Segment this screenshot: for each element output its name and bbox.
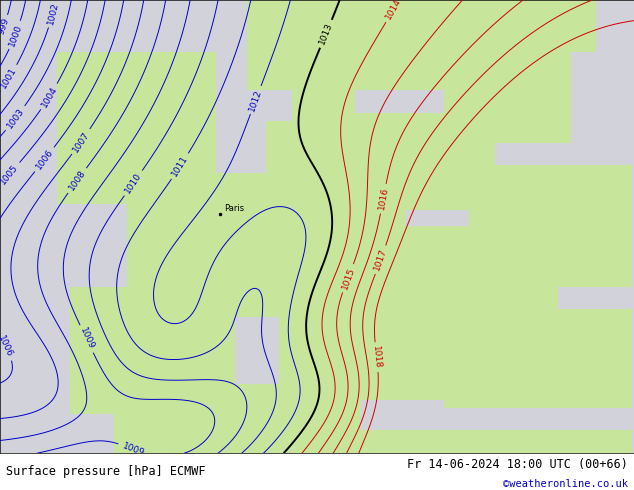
Text: 1008: 1008 <box>67 169 87 193</box>
Text: 1012: 1012 <box>248 88 264 112</box>
Text: 1003: 1003 <box>5 106 26 130</box>
Text: Surface pressure [hPa] ECMWF: Surface pressure [hPa] ECMWF <box>6 465 206 478</box>
Text: 1009: 1009 <box>121 441 146 458</box>
Text: 1016: 1016 <box>377 187 390 211</box>
Text: 1002: 1002 <box>46 1 60 25</box>
Text: Paris: Paris <box>224 204 244 213</box>
Text: 1013: 1013 <box>318 22 334 46</box>
Text: 1007: 1007 <box>71 129 91 154</box>
Text: 1005: 1005 <box>0 163 20 186</box>
Text: 1015: 1015 <box>340 266 356 291</box>
Text: 1006: 1006 <box>34 147 55 172</box>
Text: Fr 14-06-2024 18:00 UTC (00+66): Fr 14-06-2024 18:00 UTC (00+66) <box>407 458 628 471</box>
Text: 1018: 1018 <box>371 345 382 369</box>
Text: 1009: 1009 <box>78 327 95 351</box>
Text: 1004: 1004 <box>39 84 59 109</box>
Text: 1000: 1000 <box>7 23 23 48</box>
Text: 999: 999 <box>0 16 11 36</box>
Text: 1014: 1014 <box>384 0 403 21</box>
Text: 1010: 1010 <box>123 171 143 195</box>
Text: 1006: 1006 <box>0 335 15 359</box>
Text: ©weatheronline.co.uk: ©weatheronline.co.uk <box>503 479 628 489</box>
Text: 1011: 1011 <box>171 154 190 178</box>
Text: 1001: 1001 <box>0 66 18 90</box>
Text: 1017: 1017 <box>373 247 389 272</box>
